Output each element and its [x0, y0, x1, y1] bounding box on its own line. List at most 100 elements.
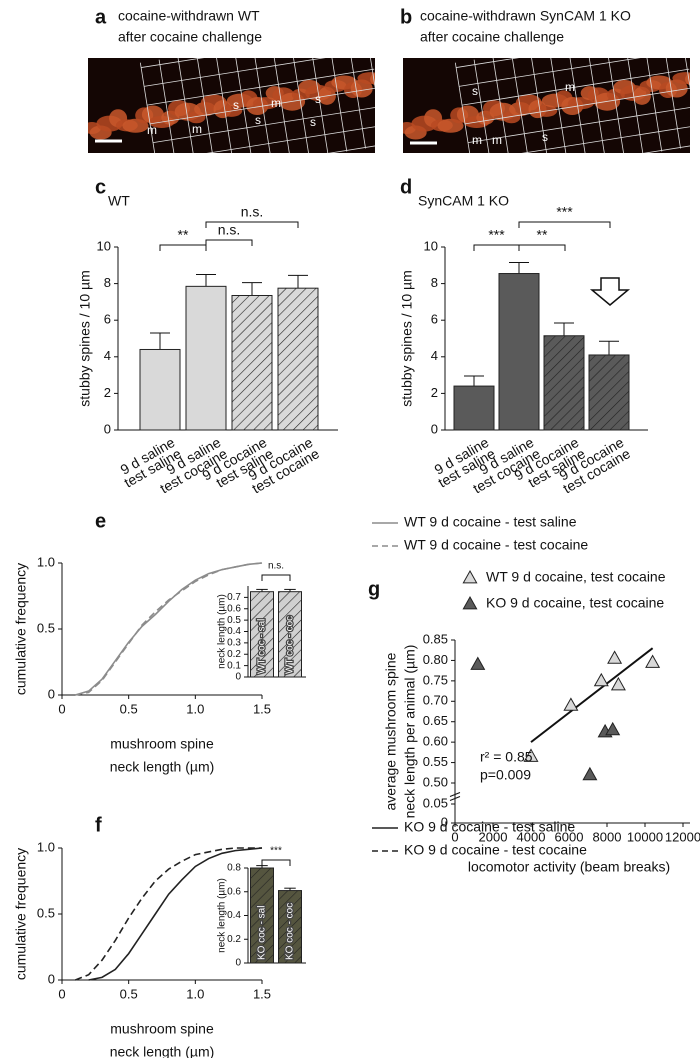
- x-axis-label: neck length (µm): [110, 759, 215, 775]
- grid-line: [473, 59, 494, 153]
- y-tick-label: 0.2: [227, 649, 241, 660]
- grid-line: [147, 68, 375, 106]
- panel-label: e: [95, 510, 106, 532]
- y-tick-label: 4: [104, 348, 111, 363]
- spine-label: m: [271, 96, 281, 110]
- y-tick-label: 0.65: [423, 713, 448, 728]
- grid-line: [141, 58, 369, 68]
- bar: [278, 591, 302, 678]
- x-tick-label: 2000: [479, 829, 508, 844]
- panel-label: g: [368, 578, 380, 600]
- series-line: [88, 847, 263, 981]
- grid-line: [139, 62, 160, 153]
- micrograph-content: [403, 58, 690, 153]
- bar: [543, 335, 585, 431]
- significance-bracket: [261, 859, 291, 866]
- grid-line: [365, 58, 375, 146]
- data-point: [610, 676, 626, 691]
- y-tick-label: 0.75: [423, 672, 448, 687]
- y-tick-label: 0.5: [37, 620, 55, 635]
- grid-line: [456, 58, 684, 68]
- category-label: KO coc - sal: [257, 906, 268, 960]
- spine-label: m: [565, 80, 575, 94]
- spine-label: m: [492, 133, 502, 147]
- panel-title: after cocaine challenge: [420, 29, 564, 45]
- legend-swatch: [462, 569, 478, 584]
- y-tick-label: 0.7: [227, 592, 241, 603]
- spine-label: m: [192, 122, 202, 136]
- x-tick-label: 1.5: [253, 986, 271, 1001]
- significance-bracket: [518, 221, 611, 228]
- y-tick-label: 0: [431, 421, 438, 436]
- bar: [498, 273, 540, 431]
- spine-label: s: [233, 98, 239, 112]
- data-point: [470, 656, 486, 670]
- x-tick-label: 0: [58, 701, 65, 716]
- x-tick-label: 0: [451, 829, 458, 844]
- significance-bracket: [473, 244, 520, 251]
- x-tick-label: 12000: [665, 829, 700, 844]
- legend-label: KO 9 d cocaine, test cocaine: [486, 595, 664, 611]
- x-tick-label: 1.0: [186, 986, 204, 1001]
- y-axis-label: cumulative frequency: [13, 563, 29, 695]
- y-tick-label: 2: [104, 385, 111, 400]
- y-tick-label: 4: [431, 348, 438, 363]
- x-tick-label: 10000: [627, 829, 663, 844]
- y-tick-label: 0.85: [423, 631, 448, 646]
- data-point: [563, 697, 579, 711]
- y-tick-label: 0.70: [423, 693, 448, 708]
- y-tick-label: 0: [104, 421, 111, 436]
- legend-label: WT 9 d cocaine - test cocaine: [404, 537, 588, 553]
- grid-line: [492, 58, 513, 153]
- panel-label: b: [400, 6, 412, 28]
- grid-line: [149, 87, 375, 125]
- significance-bracket: [205, 221, 299, 228]
- y-tick-label: 0: [235, 958, 241, 969]
- grid-line: [144, 58, 372, 87]
- x-axis-label: locomotor activity (beam breaks): [468, 859, 670, 875]
- grid-line: [158, 59, 179, 153]
- y-tick-label: 0.50: [423, 774, 448, 789]
- bar: [277, 287, 319, 431]
- y-tick-label: 0.60: [423, 734, 448, 749]
- y-tick-label: 1.0: [37, 839, 55, 854]
- category-label: WT coc - coc: [285, 616, 296, 674]
- subtitle: WT: [108, 193, 130, 209]
- series-line: [75, 562, 263, 696]
- y-tick-label: 0: [441, 814, 448, 829]
- data-point: [593, 672, 609, 687]
- significance-label: ***: [270, 846, 282, 857]
- y-axis-label: cumulative frequency: [13, 848, 29, 980]
- y-tick-label: 8: [104, 275, 111, 290]
- y-tick-label: 0.5: [227, 615, 241, 626]
- x-axis-label: mushroom spine: [110, 1021, 214, 1037]
- y-axis-label: neck length per animal (µm): [402, 645, 418, 819]
- y-tick-label: 1.0: [37, 554, 55, 569]
- x-tick-label: 1.5: [253, 701, 271, 716]
- bar: [588, 354, 630, 431]
- y-tick-label: 0.6: [227, 886, 241, 897]
- y-tick-label: 0.55: [423, 754, 448, 769]
- legend-label: KO 9 d cocaine - test cocaine: [404, 842, 587, 858]
- grid-line: [462, 68, 690, 106]
- x-axis-label: neck length (µm): [110, 1044, 215, 1058]
- y-axis-label: stubby spines / 10 µm: [399, 270, 415, 406]
- bar: [250, 867, 274, 964]
- panel-title: cocaine-withdrawn WT: [118, 8, 260, 24]
- grid-line: [459, 58, 687, 87]
- data-point: [605, 721, 621, 736]
- grid-line: [680, 58, 690, 146]
- y-tick-label: 0.2: [227, 934, 241, 945]
- legend-swatch: [462, 595, 478, 610]
- y-tick-label: 0.4: [227, 910, 241, 921]
- bar: [231, 294, 273, 431]
- y-tick-label: 0.1: [227, 660, 241, 671]
- significance-bracket: [261, 574, 291, 581]
- spine-label: m: [472, 133, 482, 147]
- arrow: [589, 277, 631, 306]
- panel-label: d: [400, 176, 412, 198]
- y-tick-label: 2: [431, 385, 438, 400]
- dendrite-blob: [370, 72, 375, 86]
- grid-line: [177, 58, 198, 153]
- subtitle: SynCAM 1 KO: [418, 193, 509, 209]
